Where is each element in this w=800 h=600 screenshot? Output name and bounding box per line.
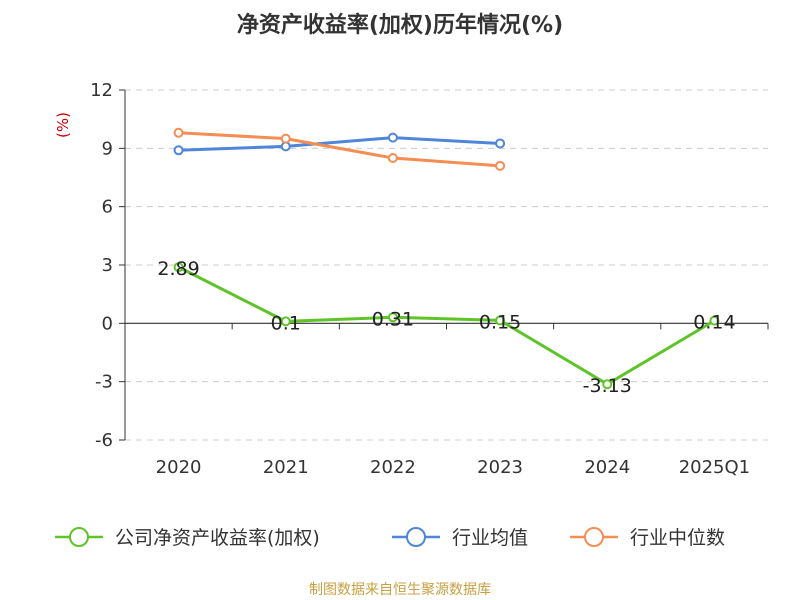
legend-swatch-marker — [69, 527, 89, 547]
x-tick-label: 2021 — [263, 457, 309, 478]
legend-label: 行业均值 — [452, 527, 528, 549]
data-label: 0.14 — [693, 312, 735, 334]
series-line-2 — [178, 131, 501, 168]
data-label: 0.31 — [372, 308, 414, 330]
series-line-1 — [178, 136, 501, 152]
x-tick-label: 2020 — [156, 457, 202, 478]
data-point — [495, 160, 506, 171]
series-line-0 — [177, 265, 716, 386]
legend-swatch-marker — [406, 527, 426, 547]
data-point — [173, 127, 184, 138]
data-labels: 2.89 0.1 0.31 0.15 -3.13 0.14 — [157, 258, 735, 397]
y-tick-label: 3 — [102, 255, 113, 276]
data-point — [709, 315, 720, 326]
y-tick-label: 12 — [90, 80, 113, 101]
data-label: 0.1 — [271, 312, 301, 334]
grid-lines — [125, 89, 768, 441]
data-point — [602, 379, 613, 390]
y-tick-label: -6 — [95, 430, 113, 451]
y-tick-label: -3 — [95, 372, 113, 393]
y-tick-label: 6 — [102, 197, 113, 218]
source-note: 制图数据来自恒生聚源数据库 — [309, 582, 491, 598]
data-label: -3.13 — [583, 375, 632, 397]
data-point — [387, 312, 398, 323]
series-lines — [173, 127, 720, 390]
x-tick-label: 2022 — [370, 457, 416, 478]
y-axis-unit: (%) — [54, 112, 72, 138]
axes: 12 9 6 3 0 -3 -6 2020 2021 2022 2023 2024 2025Q1 — [90, 80, 769, 478]
y-tick-label: 9 — [102, 138, 113, 159]
x-tick-label: 2024 — [584, 457, 630, 478]
x-tick-label: 2023 — [477, 457, 523, 478]
data-point — [280, 316, 291, 327]
data-point — [280, 133, 291, 144]
data-point — [387, 153, 398, 164]
data-point — [495, 315, 506, 326]
legend-label: 行业中位数 — [630, 527, 725, 549]
data-label: 2.89 — [157, 258, 199, 280]
data-point — [495, 138, 506, 149]
chart-title: 净资产收益率(加权)历年情况(%) — [237, 12, 563, 38]
data-point — [387, 132, 398, 143]
x-tick-label: 2025Q1 — [679, 457, 750, 478]
legend: 公司净资产收益率(加权) 行业均值 行业中位数 — [55, 527, 725, 549]
legend-label: 公司净资产收益率(加权) — [115, 527, 320, 549]
data-point — [173, 262, 184, 273]
data-point — [173, 145, 184, 156]
data-label: 0.15 — [479, 311, 521, 333]
legend-swatch-marker — [584, 527, 604, 547]
y-tick-label: 0 — [102, 313, 113, 334]
